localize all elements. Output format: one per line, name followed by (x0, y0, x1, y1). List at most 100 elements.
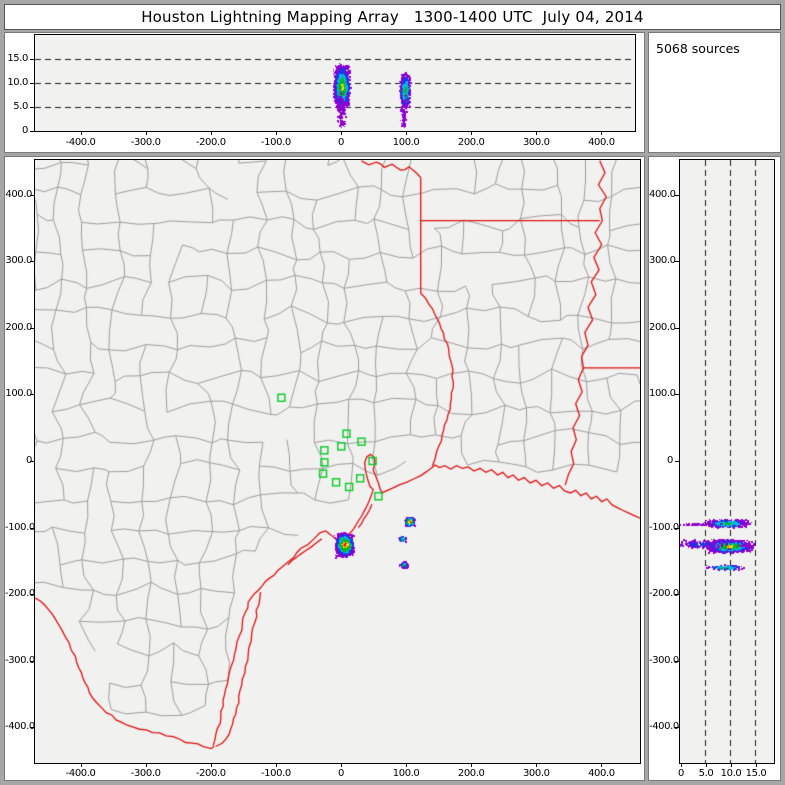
tick-label: -200.0 (195, 768, 226, 779)
tick-label: -300.0 (649, 654, 679, 666)
axis-tick (145, 763, 147, 767)
altitude-northsouth-scatter-canvas[interactable] (680, 160, 774, 763)
panel-source-count: 5068 sources (648, 32, 781, 153)
axis-tick (30, 261, 34, 263)
axis-tick (30, 327, 34, 329)
axis-tick (675, 660, 679, 662)
tick-label: 200.0 (5, 321, 32, 333)
axis-tick (341, 131, 342, 135)
tick-label: 300.0 (522, 137, 550, 148)
axis-tick (30, 594, 34, 596)
source-count-label: 5068 sources (656, 41, 740, 56)
axis-tick (675, 727, 679, 729)
axis-tick (30, 83, 34, 84)
tick-label: -100.0 (260, 137, 291, 148)
panel-altitude-vs-northsouth: 0 5.0 10.0 15.0 400.0 300.0 200.0 100.0 0 -100.0 -… (648, 156, 781, 781)
tick-label: 100.0 (392, 768, 420, 779)
axis-tick (675, 461, 679, 462)
axis-tick (756, 763, 757, 767)
tick-label: -400.0 (649, 721, 679, 733)
altitude-eastwest-scatter-canvas[interactable] (35, 35, 635, 131)
tick-label: 0 (667, 455, 673, 466)
axis-tick (275, 763, 277, 767)
tick-label: 15.0 (745, 768, 767, 779)
axis-tick (210, 131, 212, 135)
axis-tick (30, 131, 34, 132)
tick-label: -100.0 (649, 521, 679, 533)
axis-tick (341, 763, 342, 767)
tick-label: 0 (26, 455, 32, 466)
tick-label: 0 (338, 137, 344, 148)
axis-tick (471, 763, 473, 767)
axis-tick (406, 131, 408, 135)
panel-altitude-vs-eastwest: -400.0 -300.0 -200.0 -100.0 0 100.0 200.0 300.0… (4, 32, 645, 153)
axis-tick (80, 763, 82, 767)
axis-tick (30, 394, 34, 396)
tick-label: 100.0 (5, 388, 32, 400)
window-title: Houston Lightning Mapping Array 1300-140… (141, 8, 644, 26)
tick-label: 200.0 (457, 137, 485, 148)
axis-tick (675, 261, 679, 263)
plan-view-plot-area (34, 159, 641, 764)
axis-tick (536, 131, 538, 135)
title-bar: Houston Lightning Mapping Array 1300-140… (4, 4, 781, 30)
tick-label: 300.0 (5, 255, 32, 267)
axis-tick (675, 327, 679, 329)
tick-label: -200.0 (649, 588, 679, 600)
tick-label: 200.0 (457, 768, 485, 779)
tick-label: 100.0 (392, 137, 420, 148)
axis-tick (80, 131, 82, 135)
axis-tick (30, 461, 34, 462)
tick-label: 5.0 (698, 768, 714, 779)
axis-tick (536, 763, 538, 767)
axis-tick (30, 194, 34, 196)
tick-label: -300.0 (130, 768, 161, 779)
altitude-eastwest-plot-area (34, 34, 636, 132)
tick-label: -400.0 (5, 721, 35, 733)
panel-plan-view-map: -400.0 -300.0 -200.0 -100.0 0 100.0 200.0 300.0… (4, 156, 645, 781)
tick-label: 100.0 (649, 388, 676, 400)
axis-tick (30, 107, 34, 108)
axis-tick (675, 594, 679, 596)
axis-tick (681, 763, 682, 767)
altitude-northsouth-plot-area (679, 159, 775, 764)
tick-label: -100.0 (5, 521, 35, 533)
tick-label: 400.0 (5, 188, 32, 200)
tick-label: 10.0 (7, 77, 28, 88)
tick-label: 15.0 (7, 53, 28, 64)
axis-tick (275, 131, 277, 135)
axis-tick (30, 727, 34, 729)
axis-tick (210, 763, 212, 767)
tick-label: -400.0 (65, 137, 96, 148)
tick-label: 5.0 (13, 101, 28, 112)
tick-label: 10.0 (720, 768, 742, 779)
axis-tick (406, 763, 408, 767)
tick-label: -400.0 (65, 768, 96, 779)
tick-label: 200.0 (649, 321, 676, 333)
tick-label: -300.0 (5, 654, 35, 666)
tick-label: -100.0 (260, 768, 291, 779)
axis-tick (471, 131, 473, 135)
tick-label: 300.0 (522, 768, 550, 779)
tick-label: 0 (338, 768, 344, 779)
tick-label: 400.0 (588, 768, 615, 779)
tick-label: 400.0 (649, 188, 676, 200)
tick-label: 0 (22, 125, 28, 136)
axis-tick (601, 763, 603, 767)
axis-tick (675, 527, 679, 529)
axis-tick (675, 394, 679, 396)
tick-label: 300.0 (649, 255, 676, 267)
axis-tick (601, 131, 603, 135)
axis-tick (706, 763, 707, 767)
axis-tick (145, 131, 147, 135)
tick-label: -200.0 (5, 588, 35, 600)
axis-tick (30, 527, 34, 529)
tick-label: 0 (678, 768, 684, 779)
plan-view-map-canvas[interactable] (35, 160, 640, 763)
tick-label: -200.0 (195, 137, 226, 148)
axis-tick (675, 194, 679, 196)
axis-tick (731, 763, 732, 767)
tick-label: -300.0 (130, 137, 161, 148)
axis-tick (30, 660, 34, 662)
